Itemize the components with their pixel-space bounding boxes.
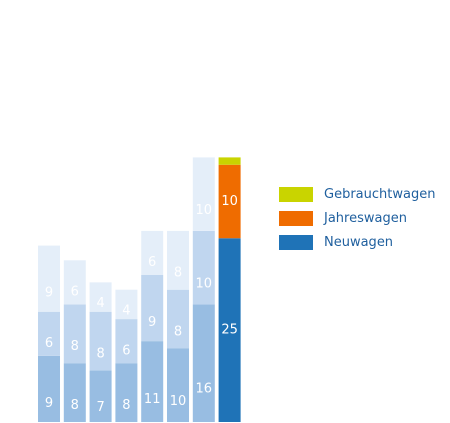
bar-7-label-1: 16 xyxy=(196,382,213,397)
bar-6-label-1: 10 xyxy=(170,394,187,409)
bar-2-label-1: 8 xyxy=(71,398,79,413)
bar-8-label-1: 25 xyxy=(221,323,238,338)
bar-1-segment-1 xyxy=(38,355,60,422)
bar-1-segment-3 xyxy=(38,245,60,312)
bar-8-segment-3 xyxy=(218,157,241,165)
bar-8-segment-2 xyxy=(218,164,241,239)
legend: Gebrauchtwagen Jahreswagen Neuwagen xyxy=(279,186,435,258)
bar-1-label-3: 9 xyxy=(45,286,53,301)
bar-2-label-3: 6 xyxy=(71,285,79,300)
bar-2-segment-3 xyxy=(63,260,86,305)
legend-label-gebrauchtwagen: Gebrauchtwagen xyxy=(324,186,436,202)
bar-4-segment-2 xyxy=(115,319,138,364)
bar-1-label-1: 9 xyxy=(45,396,53,411)
bar-1-label-2: 6 xyxy=(45,336,53,351)
bar-2-segment-2 xyxy=(63,304,86,364)
bar-2-label-2: 8 xyxy=(71,339,79,354)
bar-5-label-2: 9 xyxy=(148,315,156,330)
bar-7-segment-1 xyxy=(192,304,215,422)
bar-6-segment-3 xyxy=(167,230,189,290)
legend-swatch-jahreswagen xyxy=(279,210,313,226)
legend-item-gebrauchtwagen: Gebrauchtwagen xyxy=(279,186,435,202)
legend-label-neuwagen: Neuwagen xyxy=(324,234,394,250)
bar-7-label-3: 10 xyxy=(196,203,213,218)
bar-3-segment-3 xyxy=(89,282,112,312)
bar-8-label-2: 10 xyxy=(221,194,238,209)
bar-1-segment-2 xyxy=(38,311,60,356)
bar-7-label-2: 10 xyxy=(196,276,213,291)
bar-7-segment-3 xyxy=(192,157,215,231)
bar-5-label-3: 6 xyxy=(148,255,156,270)
bar-4-segment-3 xyxy=(115,289,138,320)
bar-2-segment-1 xyxy=(63,363,86,422)
bar-7-segment-2 xyxy=(192,230,215,305)
legend-swatch-neuwagen xyxy=(279,234,313,250)
bar-3-label-3: 4 xyxy=(96,296,104,311)
bar-5-segment-1 xyxy=(141,341,164,422)
bar-4-label-3: 4 xyxy=(122,303,130,318)
bar-3-segment-2 xyxy=(89,311,112,371)
bar-5-label-1: 11 xyxy=(144,392,161,407)
bar-6-label-2: 8 xyxy=(174,325,182,340)
bar-3-segment-1 xyxy=(89,370,112,422)
bar-4-label-1: 8 xyxy=(122,398,130,413)
bar-4-segment-1 xyxy=(115,363,138,422)
bar-6-segment-1 xyxy=(167,348,189,422)
legend-item-neuwagen: Neuwagen xyxy=(279,234,435,250)
legend-swatch-gebrauchtwagen xyxy=(279,186,313,202)
bar-5-segment-2 xyxy=(141,275,164,342)
bar-3-label-1: 7 xyxy=(96,400,104,415)
bar-6-label-3: 8 xyxy=(174,266,182,281)
bar-3-label-2: 8 xyxy=(96,347,104,362)
bar-5-segment-3 xyxy=(141,230,164,275)
bar-4-label-2: 6 xyxy=(122,343,130,358)
legend-item-jahreswagen: Jahreswagen xyxy=(279,210,435,226)
bar-8-segment-1 xyxy=(218,238,241,422)
bar-6-segment-2 xyxy=(167,289,189,349)
legend-label-jahreswagen: Jahreswagen xyxy=(324,210,407,226)
